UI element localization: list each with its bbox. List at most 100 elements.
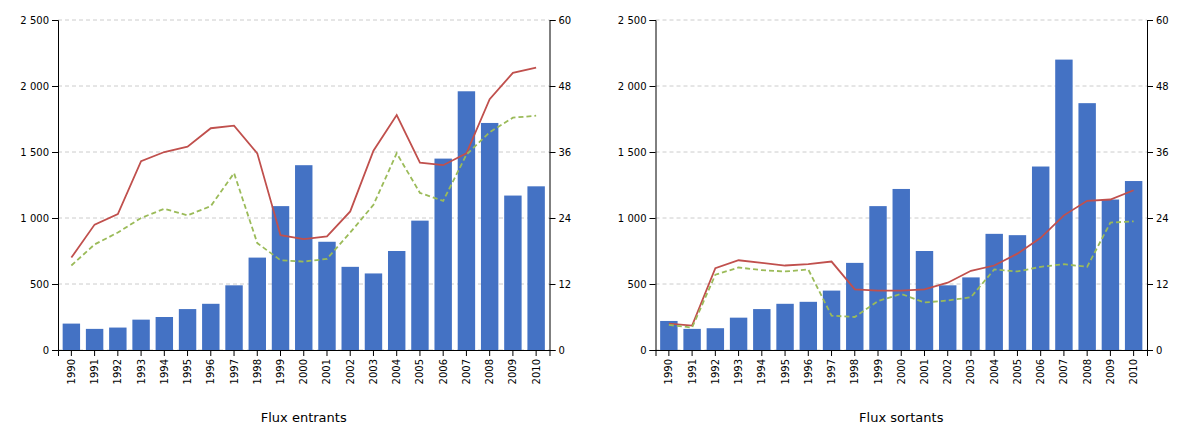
- x-tick-mark: [970, 350, 971, 356]
- y2-tick-mark: [1147, 284, 1153, 285]
- chart-canvas: 1990199119921993199419951996199719981999…: [0, 0, 1195, 445]
- y-tick: 1 500: [618, 147, 656, 158]
- x-tick-mark: [1017, 350, 1018, 356]
- x-tick-label: 1994: [159, 359, 170, 384]
- x-tick-mark: [141, 350, 142, 356]
- x-tick-label: 1996: [205, 359, 216, 384]
- bar: [388, 251, 405, 350]
- x-tick-mark: [668, 350, 669, 356]
- y2-axis: 01224364860: [1147, 15, 1169, 356]
- bar: [63, 324, 80, 350]
- x-tick-mark: [94, 350, 95, 356]
- bar: [109, 328, 126, 350]
- y-tick: 500: [30, 279, 58, 290]
- y-tick: 0: [43, 345, 58, 356]
- y2-tick: 0: [550, 345, 565, 356]
- x-tick-mark: [924, 350, 925, 356]
- x-tick-mark: [947, 350, 948, 356]
- bar: [823, 291, 840, 350]
- bar: [753, 309, 770, 350]
- bar: [683, 329, 700, 350]
- y-tick-mark: [52, 284, 58, 285]
- line: [669, 221, 1134, 327]
- x-tick-label: 1992: [112, 359, 123, 384]
- y2-axis-line: [1148, 21, 1154, 351]
- x-tick: 1994: [756, 350, 767, 384]
- bar: [939, 285, 956, 350]
- y-tick-label: 2 500: [20, 15, 49, 26]
- y2-tick-mark: [1147, 20, 1153, 21]
- y-tick-label: 1 500: [20, 147, 49, 158]
- bar: [132, 320, 149, 350]
- y2-tick-mark: [550, 152, 556, 153]
- bar: [800, 302, 817, 350]
- line: [71, 68, 536, 258]
- y-tick-label: 0: [43, 345, 49, 356]
- y-axis-line: [650, 21, 657, 351]
- x-tick: 2001: [321, 350, 332, 384]
- y2-tick: 48: [1147, 81, 1169, 92]
- y-tick: 2 500: [618, 15, 656, 26]
- grid: [58, 20, 550, 350]
- y-tick-label: 1 000: [20, 213, 49, 224]
- y2-tick-mark: [550, 20, 556, 21]
- y-tick: 1 000: [618, 213, 656, 224]
- bar: [481, 123, 498, 350]
- x-tick: 1996: [803, 350, 814, 384]
- x-tick-mark: [71, 350, 72, 356]
- bar-series: [63, 91, 545, 350]
- x-tick: 1997: [229, 350, 240, 384]
- x-tick: 1995: [182, 350, 193, 384]
- x-tick-mark: [1063, 350, 1064, 356]
- x-tick-mark: [994, 350, 995, 356]
- line: [669, 190, 1134, 325]
- x-tick-mark: [234, 350, 235, 356]
- x-tick-label: 2005: [414, 359, 425, 384]
- bar: [1055, 60, 1072, 350]
- y2-tick-mark: [1147, 152, 1153, 153]
- panel: 1990199119921993199419951996199719981999…: [618, 15, 1169, 425]
- bar: [985, 234, 1002, 350]
- x-tick-label: 2008: [484, 359, 495, 384]
- x-tick-label: 1996: [803, 359, 814, 384]
- bar: [1078, 103, 1095, 350]
- x-tick: 2003: [965, 350, 976, 384]
- y-axis: 05001 0001 5002 0002 500: [618, 15, 656, 356]
- x-tick: 2007: [1058, 350, 1069, 384]
- x-tick: 2005: [414, 350, 425, 384]
- bar-series: [660, 60, 1142, 350]
- x-axis-line: [656, 351, 1148, 357]
- y-tick-mark: [52, 218, 58, 219]
- y2-tick-label: 36: [1156, 147, 1169, 158]
- x-tick-mark: [164, 350, 165, 356]
- bar: [869, 206, 886, 350]
- y2-tick-label: 60: [559, 15, 572, 26]
- x-tick-label: 2000: [298, 359, 309, 384]
- x-tick-label: 1997: [229, 359, 240, 384]
- x-tick: 2002: [942, 350, 953, 384]
- x-tick-mark: [303, 350, 304, 356]
- x-tick-label: 2002: [942, 359, 953, 384]
- x-tick: 2004: [989, 350, 1000, 384]
- y2-tick-label: 60: [1156, 15, 1169, 26]
- x-tick: 1992: [112, 350, 123, 384]
- x-tick-mark: [901, 350, 902, 356]
- bar: [202, 304, 219, 350]
- bar: [707, 328, 724, 350]
- y-tick-mark: [650, 152, 656, 153]
- y2-tick: 12: [550, 279, 572, 290]
- y-axis-line: [52, 21, 59, 351]
- y-tick: 1 500: [20, 147, 58, 158]
- x-tick-mark: [280, 350, 281, 356]
- x-tick: 1993: [733, 350, 744, 384]
- bar: [527, 186, 544, 350]
- y-tick-mark: [650, 86, 656, 87]
- x-tick: 1991: [687, 350, 698, 384]
- x-tick: 1993: [136, 350, 147, 384]
- x-tick-mark: [808, 350, 809, 356]
- y-axis: 0 500 1 000 1 500 2 000 2 500: [20, 15, 58, 356]
- x-tick: 2010: [531, 350, 542, 384]
- y-tick: 0: [640, 345, 655, 356]
- y-tick-label: 2 000: [20, 81, 49, 92]
- x-axis-title: Flux entrants: [261, 410, 347, 425]
